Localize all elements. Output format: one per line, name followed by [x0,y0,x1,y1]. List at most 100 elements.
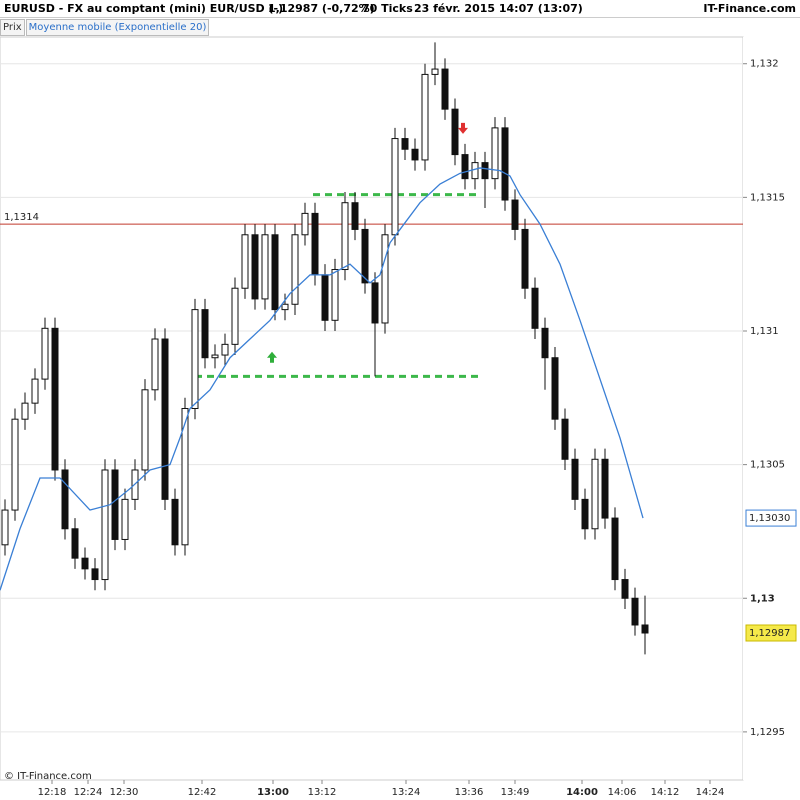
candle-body [591,458,599,530]
x-tick-label: 14:24 [696,787,725,798]
x-tick-label: 13:36 [455,787,484,798]
y-tick-label: 1,132 [750,59,779,70]
candle-body [421,73,429,161]
candle-body [171,498,179,546]
candle-body [391,138,399,236]
candle-body [491,127,499,180]
x-tick-label: 12:18 [38,787,67,798]
tab-price[interactable]: Prix [0,19,25,36]
candle-body [441,68,449,110]
signal-arrow [267,351,277,363]
candle-body [31,378,39,404]
candle-body [481,162,489,180]
candle-body [531,287,539,329]
candle-body [151,338,159,391]
candle-body [81,557,89,570]
signal-arrow [458,122,468,134]
header: EURUSD - FX au comptant (mini) EUR/USD (… [0,0,800,18]
candle-body [191,309,199,409]
candle-body [641,624,649,634]
candle-body [41,327,49,380]
candle-body [201,309,209,359]
candle-body [331,269,339,321]
candle-body [261,234,269,300]
last-price-label: 1,12987 [749,628,790,639]
x-tick-label: 13:12 [308,787,337,798]
reference-label: 1,1314 [4,212,39,223]
candle-body [401,138,409,150]
last-price-box [745,624,797,642]
candle-body [211,354,219,359]
candle-body [341,202,349,271]
y-tick-label: 1,1295 [750,727,785,738]
date: 23 févr. 2015 14:07 (13:07) [414,2,583,15]
candle-body [551,357,559,420]
candle-body [461,154,469,180]
x-tick-label: 12:24 [74,787,103,798]
candle-body [101,469,109,581]
candle-body [71,528,79,559]
candle-body [601,458,609,519]
instrument: EURUSD - FX au comptant (mini) EUR/USD (… [4,2,284,15]
candle-body [541,327,549,359]
candle-body [251,234,259,300]
candle-body [371,282,379,324]
candle-body [301,212,309,236]
ticks: 70 Ticks [362,2,413,15]
candle-body [91,568,99,581]
plot-area [0,36,744,781]
candle-body [1,509,9,546]
candle-body [631,597,639,626]
y-tick-label: 1,13 [750,593,775,604]
tab-indicator[interactable]: Moyenne mobile (Exponentielle 20) [25,19,210,36]
brand: IT-Finance.com [703,2,796,15]
x-tick-label: 14:00 [566,787,598,798]
x-tick-label: 13:00 [257,787,289,798]
x-tick-label: 14:06 [608,787,637,798]
x-tick-label: 12:30 [110,787,139,798]
candle-body [501,127,509,201]
candle-body [581,498,589,530]
candle-body [161,338,169,500]
y-tick-label: 1,131 [750,326,779,337]
candle-body [321,274,329,321]
candle-body [361,228,369,284]
candle-body [571,458,579,500]
candle-body [111,469,119,540]
candle-body [411,148,419,161]
y-tick-label: 1,1305 [750,460,785,471]
candle-body [561,418,569,460]
candle-body [11,418,19,511]
x-tick-label: 14:12 [651,787,680,798]
candle-body [521,228,529,289]
candle-body [121,498,129,540]
candle-body [141,389,149,471]
candle-body [451,108,459,156]
candle-body [231,287,239,345]
tabs: Prix Moyenne mobile (Exponentielle 20) [0,19,210,36]
ema-line [0,167,644,591]
candle-body [181,408,189,546]
candle-body [51,327,59,471]
candle-body [221,343,229,356]
axis-bg [743,37,800,780]
quote: 1,12987 (-0,72%) [268,2,375,15]
candle-body [281,303,289,311]
candle-body [431,68,439,75]
candle-body [381,234,389,324]
footer: © IT-Finance.com [4,771,92,782]
candle-body [241,234,249,289]
ema-value-box [745,509,797,527]
candle-body [611,517,619,581]
y-tick-label: 1,1315 [750,192,785,203]
candle-body [61,469,69,530]
x-tick-label: 13:24 [392,787,421,798]
candle-body [311,212,319,276]
candle-body [291,234,299,305]
ema-value-label: 1,13030 [749,513,790,524]
candle-body [471,162,479,180]
x-tick-label: 12:42 [188,787,217,798]
candle-body [511,199,519,230]
